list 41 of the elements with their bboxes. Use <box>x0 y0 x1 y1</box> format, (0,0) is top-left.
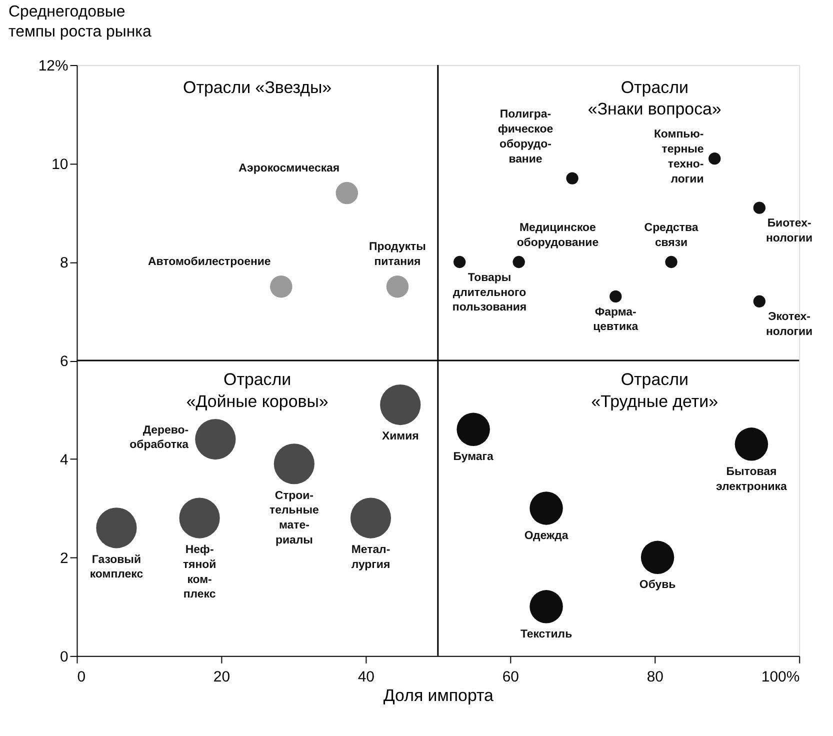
y-tick-label: 12% <box>38 58 68 75</box>
y-axis-title: Среднегодовые темпы роста рынка <box>8 4 152 41</box>
y-tick-label: 10 <box>52 156 68 173</box>
annotation: Одежда <box>524 530 569 542</box>
annotation: Отрасли «Трудные дети» <box>591 370 718 412</box>
annotation: Биотех- нологии <box>766 218 813 245</box>
annotation: Отрасли «Знаки вопроса» <box>588 78 722 119</box>
annotation: Экотех- нологии <box>766 311 813 338</box>
annotation: Обувь <box>639 579 676 592</box>
annotation: Средства связи <box>644 222 699 250</box>
annotation: Товары длительного пользования <box>452 272 527 314</box>
annotation: Метал- лургия <box>351 544 390 571</box>
y-tick-label: 2 <box>60 550 68 567</box>
annotation: Дерево- обработка <box>130 424 190 452</box>
annotation: Фарма- цевтика <box>593 306 639 334</box>
annotation: Отрасли «Дойные коровы» <box>186 370 328 412</box>
annotation: Автомобилестроение <box>148 256 271 268</box>
annotation: Газовый комплекс <box>90 554 144 581</box>
x-tick-label: 60 <box>502 668 519 686</box>
annotation: Отрасли «Звезды» <box>183 78 332 97</box>
annotation: Бытовая электроника <box>716 466 788 493</box>
x-tick-label: 40 <box>358 668 374 686</box>
annotation: Продукты питания <box>369 241 426 268</box>
x-tick-label: 100% <box>761 668 800 686</box>
annotation: Бумага <box>453 451 494 464</box>
x-tick-label: 20 <box>213 668 230 686</box>
y-tick-label: 4 <box>60 451 68 468</box>
annotation: Компью- терные техно- логии <box>654 128 704 186</box>
annotation: Химия <box>382 430 419 443</box>
y-tick-label: 8 <box>60 254 68 272</box>
annotation: Неф- тяной ком- плекс <box>182 544 216 601</box>
annotation: Полигра- фическое оборудо- вание <box>498 108 554 166</box>
y-tick-label: 6 <box>60 352 68 370</box>
x-axis-title: Доля импорта <box>383 686 494 706</box>
y-tick-label: 0 <box>60 648 68 666</box>
annotation: Аэрокосмическая <box>238 162 340 175</box>
annotation: Строи- тельные мате- риалы <box>270 490 319 547</box>
annotation: Медицинское оборудование <box>516 222 599 250</box>
x-tick-label: 0 <box>77 668 86 686</box>
x-tick-label: 80 <box>646 668 664 686</box>
annotation: Текстиль <box>520 628 572 640</box>
